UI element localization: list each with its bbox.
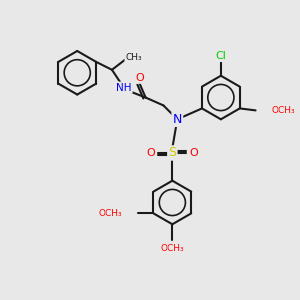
Text: Cl: Cl: [215, 51, 226, 61]
Text: NH: NH: [116, 82, 132, 93]
Text: O: O: [135, 73, 144, 83]
Text: S: S: [168, 146, 176, 160]
Text: OCH₃: OCH₃: [160, 244, 184, 253]
Text: OCH₃: OCH₃: [98, 209, 122, 218]
Text: CH₃: CH₃: [125, 53, 142, 62]
Text: O: O: [146, 148, 155, 158]
Text: O: O: [190, 148, 199, 158]
Text: N: N: [172, 113, 182, 126]
Text: OCH₃: OCH₃: [272, 106, 295, 115]
